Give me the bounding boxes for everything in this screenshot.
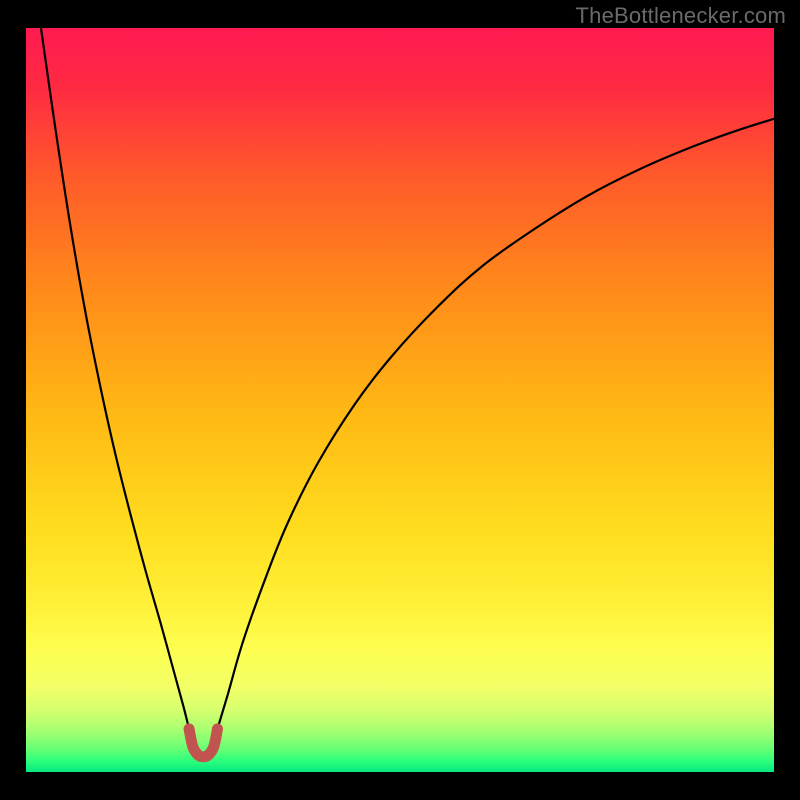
watermark-text: TheBottlenecker.com bbox=[576, 3, 786, 29]
curve-layer bbox=[26, 28, 774, 772]
bottom-u-mark bbox=[189, 729, 217, 757]
curve-right bbox=[217, 119, 774, 729]
plot-area bbox=[26, 28, 774, 772]
curve-left bbox=[41, 28, 189, 729]
